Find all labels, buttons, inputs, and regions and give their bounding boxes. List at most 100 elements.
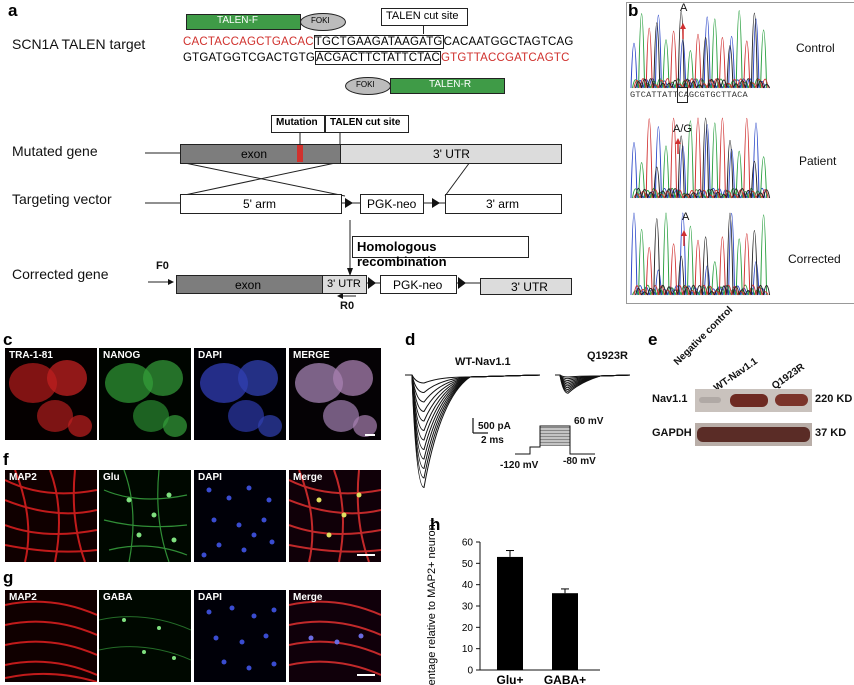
seq-top-box: TGCTGAAGATAAGATG [313, 35, 444, 49]
wt-current-trace [405, 374, 541, 394]
micro-g-dapi-label: DAPI [198, 592, 222, 603]
band-nav-wt [730, 394, 768, 407]
wt-current-trace [405, 374, 541, 413]
blot-nav11 [695, 389, 812, 412]
talen-cut-site-box: TALEN cut site [381, 8, 468, 26]
micro-f-merge-label: Merge [293, 472, 323, 483]
y-tick-label: 50 [462, 559, 474, 570]
v-step-label: -80 mV [563, 456, 596, 467]
y-tick-label: 40 [462, 580, 474, 591]
corrected-pgk: PGK-neo [380, 275, 457, 294]
micro-g-map2: MAP2 [5, 590, 97, 682]
wt-current-trace [405, 374, 541, 489]
lane-label-q1923r: Q1923R [770, 361, 807, 393]
micro-c-merge-label: MERGE [293, 350, 330, 361]
x-tick-label: GABA+ [544, 673, 586, 685]
panel-label-g: g [3, 568, 14, 587]
chromatogram-trace [635, 117, 771, 199]
base-corrected: A [682, 211, 690, 223]
micro-f-map2-label: MAP2 [9, 472, 37, 483]
micro-c-tra181-label: TRA-1-81 [9, 350, 53, 361]
v-hold-label: -120 mV [500, 460, 539, 471]
micro-f-dapi-label: DAPI [198, 472, 222, 483]
micro-c-dapi-label: DAPI [198, 350, 222, 361]
q1923r-ephys-label: Q1923R [587, 350, 628, 362]
wt-current-trace [405, 374, 541, 403]
bar [497, 556, 523, 670]
micro-c-tra181: TRA-1-81 [5, 348, 97, 440]
sequence-highlight-box [677, 87, 688, 103]
mutated-utr: 3' UTR [340, 144, 562, 164]
seq-bottom: GTGATGGTCGACTGTGACGACTTCTATTCTACGTGTTACC… [183, 51, 570, 65]
micro-g-map2-label: MAP2 [9, 592, 37, 603]
chromatogram-trace [633, 27, 769, 89]
schematic-lines [145, 132, 480, 299]
y-axis-label: Percentage relative to MAP2+ neuron (%) [426, 520, 438, 685]
cut-site-label-2: TALEN cut site [330, 117, 401, 128]
homologous-label: Homologous recombination [357, 239, 447, 269]
micro-f-glu-label: Glu [103, 472, 120, 483]
arm5-label: 5' arm [243, 197, 276, 211]
panel-label-f: f [3, 450, 9, 469]
chromatograms [630, 10, 771, 296]
row-label-nav11: Nav1.1 [652, 393, 688, 405]
micro-g-gaba-label: GABA [103, 592, 133, 603]
panel-label-h: h [430, 515, 441, 534]
panel-label-e: e [648, 330, 658, 349]
chromatogram-trace [635, 10, 771, 89]
corrected-gene-label: Corrected gene [12, 266, 109, 282]
y-tick-label: 30 [462, 602, 474, 613]
micro-g-merge: Merge [289, 590, 381, 682]
seq-bot-box: ACGACTTCTATTCTAC [315, 51, 441, 65]
talen-target-title: SCN1A TALEN target [12, 36, 146, 52]
size-label-37: 37 KD [815, 427, 847, 439]
micro-c-merge: MERGE [289, 348, 381, 440]
control-label: Control [796, 41, 835, 55]
micro-f-dapi: DAPI [194, 470, 286, 562]
base-patient: A/G [673, 123, 692, 135]
micro-g-merge-label: Merge [293, 592, 323, 603]
seq-top-red: CACTACCAGCTGACAC [183, 36, 314, 48]
blot-gapdh [695, 423, 812, 446]
y-tick-label: 0 [467, 666, 473, 677]
micro-f-glu: Glu [99, 470, 191, 562]
wt-current-trace [405, 374, 541, 384]
corrected-exon-label: exon [235, 278, 262, 292]
targeting-vector-label: Targeting vector [12, 191, 112, 207]
corrected-utr-short: 3' UTR [322, 275, 367, 294]
row-label-gapdh: GAPDH [652, 427, 692, 439]
seq-top-rest: CACAATGGCTAGTCAG [443, 36, 574, 48]
band-gapdh [697, 427, 810, 442]
micro-c-dapi: DAPI [194, 348, 286, 440]
homologous-box: Homologous recombination [352, 236, 529, 269]
mutation-arrowhead [681, 230, 687, 236]
patient-label: Patient [799, 154, 837, 168]
micro-f-merge: Merge [289, 470, 381, 562]
mutation-label: Mutation [276, 117, 318, 128]
ephys-traces [405, 374, 631, 489]
y-tick-label: 20 [462, 623, 474, 634]
mutation-mark [297, 145, 303, 162]
micro-c-nanog-label: NANOG [103, 350, 141, 361]
lane-label-negative: Negative control [672, 304, 736, 368]
wt-current-trace [405, 374, 541, 422]
panel-label-d: d [405, 330, 416, 349]
mutation-box: Mutation [271, 115, 325, 133]
talen-r-box: TALEN-R [390, 78, 505, 94]
micro-f-map2: MAP2 [5, 470, 97, 562]
y-tick-label: 10 [462, 644, 474, 655]
cut-site-box-2: TALEN cut site [325, 115, 409, 133]
corrected-label: Corrected [788, 252, 841, 266]
micro-g-gaba: GABA [99, 590, 191, 682]
size-label-220: 220 KD [815, 393, 853, 405]
arm3-box: 3' arm [445, 194, 562, 214]
cut-site-pointer [423, 25, 424, 34]
mutated-exon: exon [180, 144, 342, 164]
micro-c-nanog: NANOG [99, 348, 191, 440]
f0-label: F0 [156, 260, 169, 272]
band-nav-negative [699, 397, 721, 403]
mutated-utr-label: 3' UTR [433, 147, 470, 161]
v-top-label: 60 mV [574, 416, 604, 427]
talen-f-box: TALEN-F [186, 14, 301, 30]
